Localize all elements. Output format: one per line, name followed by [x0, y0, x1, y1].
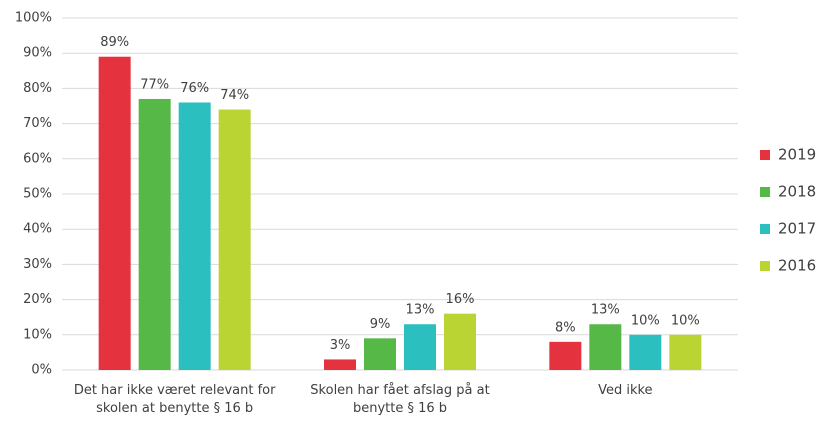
legend-label: 2019: [778, 146, 816, 164]
bar: [549, 341, 582, 370]
x-tick-label: Det har ikke været relevant for skolen a…: [73, 383, 276, 416]
y-tick-label: 70%: [23, 116, 52, 131]
bar: [629, 334, 662, 370]
legend-swatch: [760, 150, 770, 160]
y-tick-label: 10%: [23, 327, 52, 342]
y-tick-label: 90%: [23, 46, 52, 61]
data-label: 76%: [180, 81, 209, 96]
y-tick-label: 80%: [23, 81, 52, 96]
legend-swatch: [760, 224, 770, 234]
bar: [98, 56, 131, 370]
y-tick-label: 20%: [23, 292, 52, 307]
bar: [404, 324, 436, 370]
legend-swatch: [760, 187, 770, 197]
bar: [218, 109, 251, 371]
y-tick-label: 0%: [31, 363, 52, 378]
bar: [138, 98, 171, 371]
y-tick-label: 100%: [15, 11, 52, 26]
data-label: 13%: [591, 303, 620, 318]
bar: [324, 359, 356, 370]
bar: [178, 102, 211, 370]
bar: [444, 313, 476, 370]
x-tick-label: Skolen har fået afslag på at benytte § 1…: [310, 383, 490, 416]
y-tick-label: 30%: [23, 257, 52, 272]
legend-label: 2016: [778, 257, 816, 275]
data-label: 89%: [100, 35, 129, 50]
data-label: 3%: [330, 338, 351, 353]
data-label: 10%: [671, 313, 700, 328]
data-label: 10%: [631, 313, 660, 328]
data-label: 74%: [220, 88, 249, 103]
y-tick-label: 50%: [23, 187, 52, 202]
bar: [669, 334, 702, 370]
data-label: 77%: [140, 77, 169, 92]
bar: [589, 324, 622, 370]
data-label: 16%: [446, 292, 475, 307]
data-label: 13%: [406, 303, 435, 318]
legend-swatch: [760, 261, 770, 271]
data-label: 9%: [370, 317, 391, 332]
bar: [364, 338, 396, 370]
y-tick-label: 60%: [23, 151, 52, 166]
legend-label: 2018: [778, 183, 816, 201]
legend-label: 2017: [778, 220, 816, 238]
y-tick-label: 40%: [23, 222, 52, 237]
x-tick-label: Ved ikke: [598, 383, 653, 398]
data-label: 8%: [555, 320, 576, 335]
